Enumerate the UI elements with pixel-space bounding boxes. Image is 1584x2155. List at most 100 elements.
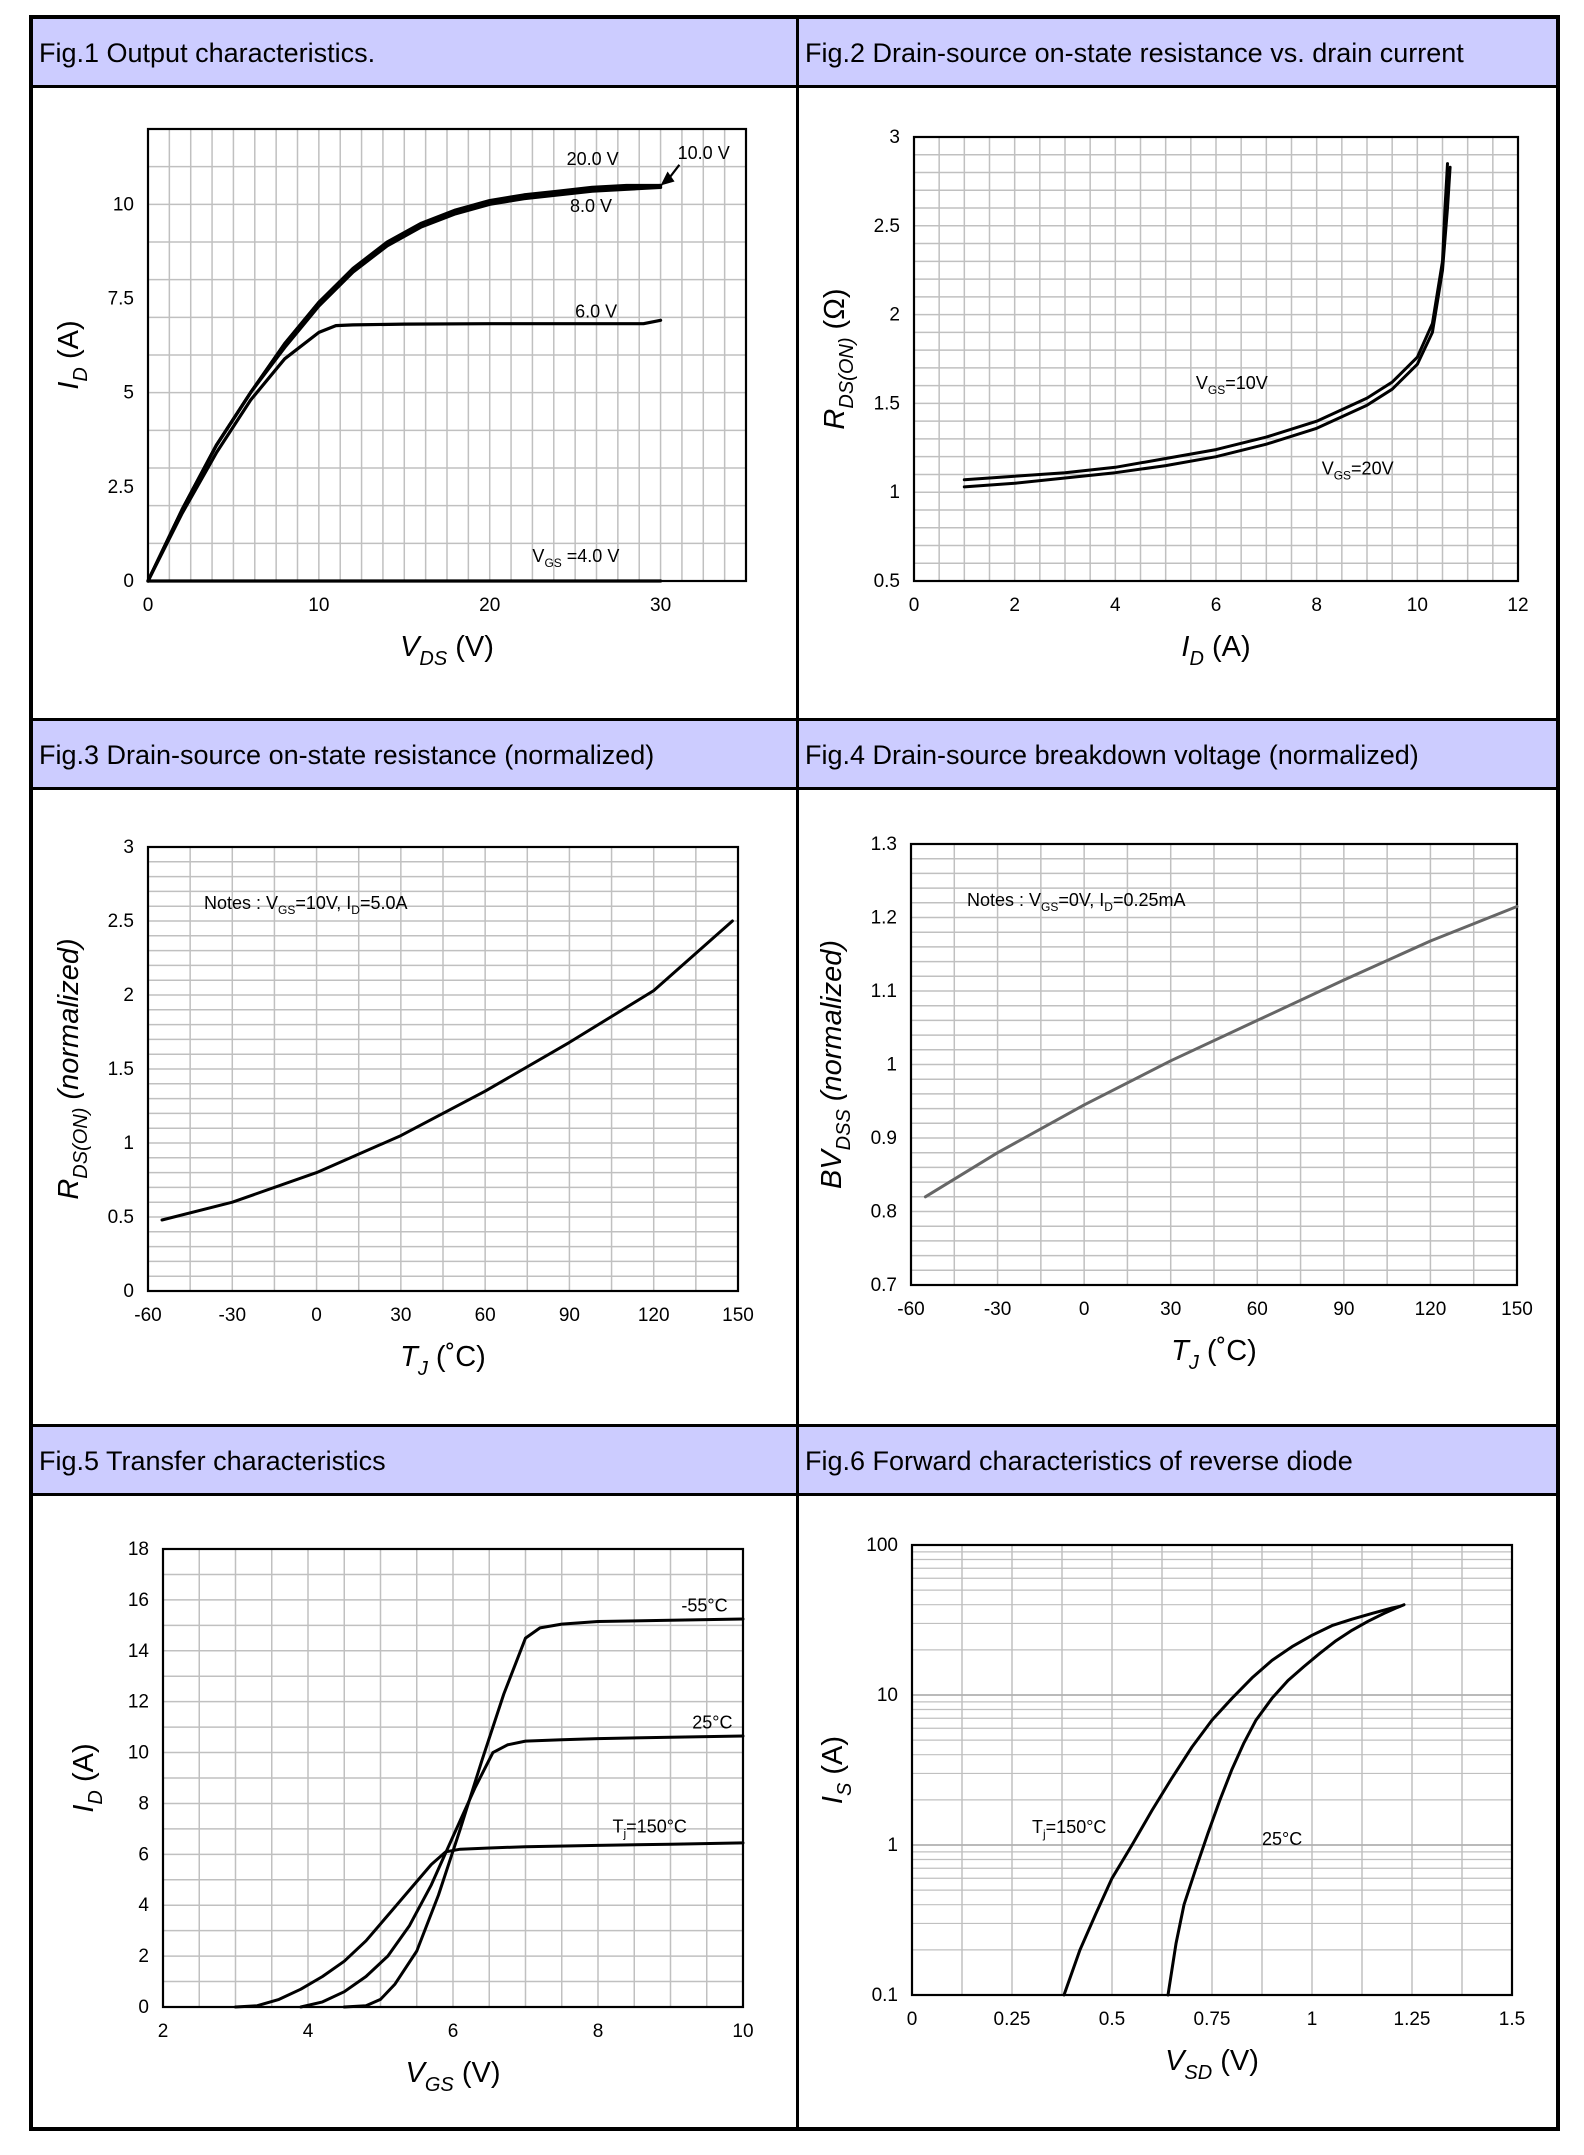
x-tick-label: 4 [303,2021,314,2042]
y-tick-label: 10 [113,194,134,215]
y-tick-label: 1 [887,1835,898,1856]
x-axis-title: TJ (˚C) [1171,1335,1257,1374]
x-tick-label: 1 [1307,2009,1318,2030]
fig6-title: Fig.6 Forward characteristics of reverse… [799,1427,1556,1496]
x-tick-label: 0.75 [1194,2009,1231,2030]
x-tick-label: 90 [559,1305,580,1326]
y-tick-label: 3 [123,837,134,858]
x-tick-label: 120 [1415,1299,1447,1320]
plot-frame [146,845,740,1293]
y-tick-label: 6 [138,1844,149,1865]
y-tick-label: 1.1 [871,981,897,1002]
series-label: 25°C [692,1712,732,1732]
y-tick-label: 16 [128,1590,149,1611]
x-tick-label: 10 [732,2021,753,2042]
y-tick-label: 1.3 [871,834,897,855]
x-tick-label: 30 [650,595,671,616]
y-tick-label: 2 [138,1946,149,1967]
x-tick-label: 0.25 [994,2009,1031,2030]
y-tick-label: 1 [123,1133,134,1154]
y-tick-label: 4 [138,1895,149,1916]
y-tick-label: 0 [123,1281,134,1302]
y-tick-label: 7.5 [108,289,134,310]
x-tick-label: 90 [1333,1299,1354,1320]
x-tick-label: -60 [897,1299,924,1320]
row-divider [33,1424,1556,1427]
x-axis-title: ID (A) [1181,631,1250,670]
y-tick-label: 0.9 [871,1128,897,1149]
series-label: Tj=150°C [613,1817,687,1841]
y-tick-label: 0.8 [871,1202,897,1223]
x-tick-label: 10 [308,595,329,616]
x-tick-label: 1.25 [1394,2009,1431,2030]
series-line [1062,1604,1402,1997]
fig1-title: Fig.1 Output characteristics. [33,19,796,88]
x-tick-label: 30 [1160,1299,1181,1320]
x-tick-label: 0 [1079,1299,1090,1320]
y-tick-label: 2 [123,985,134,1006]
series-label: VGS=10V [1196,373,1268,397]
row-divider [33,718,1556,721]
series-line [1166,1603,1406,1997]
y-axis-title: IS (A) [817,1736,856,1804]
series-line [146,185,663,583]
x-tick-label: 2 [1009,595,1020,616]
y-tick-label: 14 [128,1641,150,1662]
datasheet-figure-panel: Fig.1 Output characteristics. Fig.2 Drai… [29,15,1560,2131]
series-line [234,1841,745,2009]
y-tick-label: 1 [886,1055,897,1076]
y-tick-label: 1.2 [871,908,897,929]
y-tick-label: 2.5 [874,216,900,237]
arrow-head [660,171,675,186]
series-label: 6.0 V [575,301,617,321]
y-tick-label: 0.7 [871,1275,897,1296]
series-label: Tj=150°C [1032,1817,1106,1841]
x-tick-label: 0.5 [1099,2009,1125,2030]
series-label: VGS =4.0 V [532,546,619,570]
x-axis-title: VSD (V) [1165,2045,1259,2084]
x-tick-label: 1.5 [1499,2009,1525,2030]
y-axis-title: ID (A) [68,1743,107,1812]
x-tick-label: -60 [134,1305,161,1326]
series-line [146,318,663,583]
x-tick-label: 20 [479,595,500,616]
y-tick-label: 100 [866,1535,898,1556]
y-axis-title: RDS(ON) (Ω) [819,288,858,429]
fig2-title: Fig.2 Drain-source on-state resistance v… [799,19,1556,88]
y-tick-label: 18 [128,1539,149,1560]
y-tick-label: 0.5 [874,571,900,592]
y-tick-label: 1.5 [108,1059,134,1080]
series-label: -55°C [681,1595,727,1615]
plot-frame [161,1547,745,2009]
series-label: 10.0 V [678,143,730,163]
x-tick-label: 0 [143,595,154,616]
series-line [160,919,734,1222]
y-tick-label: 5 [123,383,134,404]
x-tick-label: 6 [448,2021,459,2042]
x-tick-label: 150 [722,1305,754,1326]
series-line [962,165,1452,489]
x-tick-label: 60 [1247,1299,1268,1320]
y-tick-label: 10 [128,1743,149,1764]
y-tick-label: 0.1 [872,1985,898,2006]
y-tick-label: 0 [123,571,134,592]
y-tick-label: 2.5 [108,477,134,498]
plot-frame [910,1543,1514,1997]
series-label: 20.0 V [567,149,619,169]
y-tick-label: 2.5 [108,911,134,932]
series-label: 8.0 V [570,196,612,216]
x-tick-label: -30 [219,1305,246,1326]
y-tick-label: 10 [877,1685,898,1706]
series-line [299,1734,745,2009]
notes-text: Notes : VGS=10V, ID=5.0A [204,893,408,917]
x-tick-label: 150 [1501,1299,1533,1320]
x-tick-label: 0 [909,595,920,616]
fig3-title: Fig.3 Drain-source on-state resistance (… [33,721,796,790]
plot-frame [909,842,1519,1287]
y-tick-label: 1 [889,482,900,503]
